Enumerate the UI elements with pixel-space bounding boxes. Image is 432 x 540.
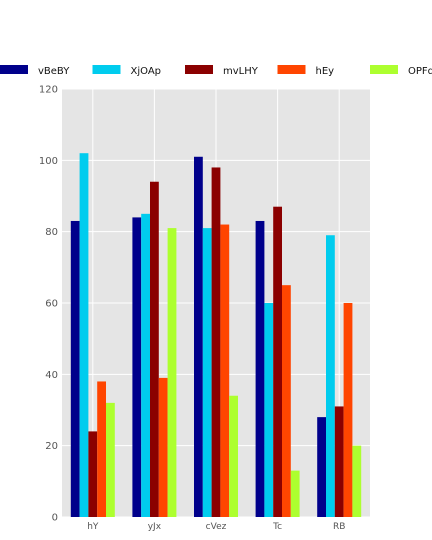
- bar-hEy-yJx: [158, 377, 168, 517]
- bar-vBeBY-cVez: [194, 156, 203, 517]
- bar-mvLHY-cVez: [211, 167, 221, 517]
- bars: [70, 153, 362, 518]
- y-tick-label: 20: [45, 441, 58, 452]
- y-tick-label: 100: [39, 156, 58, 167]
- y-tick-label: 40: [45, 370, 58, 381]
- bar-OPFd-yJx: [167, 228, 177, 517]
- bar-XjOAp-hY: [79, 153, 89, 517]
- legend-label: XjOAp: [131, 66, 162, 77]
- legend-swatch: [370, 65, 398, 74]
- bar-OPFd-hY: [106, 402, 115, 517]
- y-tick-label: 0: [52, 513, 58, 524]
- y-tick-label: 120: [39, 85, 58, 96]
- bar-hEy-Tc: [282, 285, 291, 517]
- y-axis: 0 20 40 60 80 100 120: [39, 85, 58, 524]
- legend-swatch: [0, 65, 28, 74]
- bar-mvLHY-RB: [334, 406, 344, 517]
- legend-item: hEy: [277, 65, 335, 77]
- bar-XjOAp-Tc: [264, 303, 274, 517]
- legend-item: XjOAp: [92, 65, 162, 77]
- bar-OPFd-RB: [352, 445, 362, 517]
- bar-hEy-hY: [97, 381, 106, 517]
- y-tick-label: 80: [45, 227, 58, 238]
- bar-OPFd-Tc: [290, 470, 300, 517]
- x-tick-label: hY: [87, 522, 99, 532]
- legend-swatch: [92, 65, 121, 74]
- bar-mvLHY-yJx: [150, 181, 159, 517]
- x-tick-label: Tc: [272, 522, 282, 532]
- bar-hEy-cVez: [220, 224, 230, 518]
- bar-mvLHY-Tc: [273, 206, 282, 517]
- x-tick-label: RB: [333, 522, 345, 532]
- bar-vBeBY-Tc: [255, 220, 265, 517]
- bar-OPFd-cVez: [229, 395, 238, 517]
- bar-vBeBY-RB: [317, 417, 326, 517]
- legend-label: mvLHY: [223, 66, 259, 77]
- legend-label: hEy: [316, 66, 335, 77]
- legend-item: vBeBY: [0, 65, 70, 77]
- bar-hEy-RB: [343, 303, 353, 517]
- legend-swatch: [185, 65, 213, 74]
- bar-mvLHY-hY: [88, 431, 98, 517]
- x-axis: hY yJx cVez Tc RB: [87, 522, 345, 532]
- legend-item: OPFd: [370, 65, 432, 77]
- bar-XjOAp-yJx: [141, 213, 150, 518]
- y-tick-label: 60: [45, 299, 58, 310]
- x-tick-label: cVez: [206, 522, 227, 532]
- legend-item: mvLHY: [185, 65, 259, 77]
- bar-vBeBY-hY: [70, 220, 80, 517]
- legend-label: OPFd: [408, 66, 432, 77]
- legend-label: vBeBY: [38, 66, 70, 77]
- bar-XjOAp-cVez: [202, 228, 212, 517]
- bar-XjOAp-RB: [326, 235, 335, 517]
- legend: vBeBY XjOAp mvLHY hEy OPFd: [0, 65, 432, 77]
- bar-vBeBY-yJx: [132, 217, 142, 517]
- x-tick-label: yJx: [148, 522, 162, 532]
- legend-swatch: [277, 65, 306, 74]
